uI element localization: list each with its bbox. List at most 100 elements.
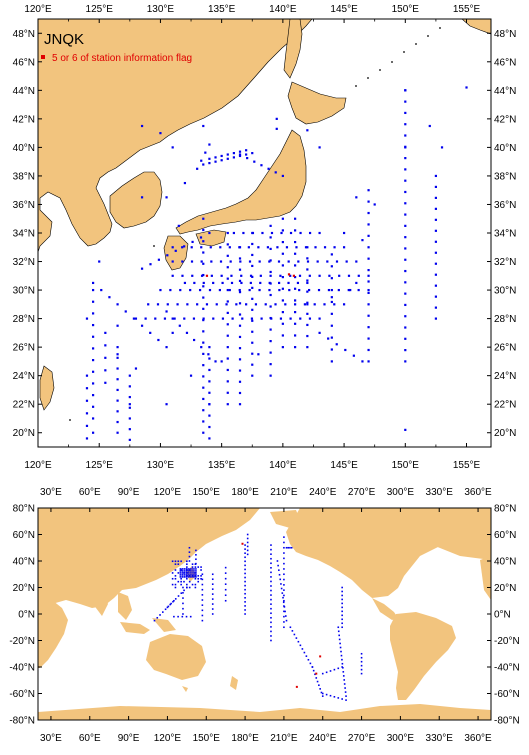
global-station-marker [187, 574, 189, 576]
station-marker [282, 323, 284, 325]
global-station-marker [319, 655, 321, 657]
global-station-marker [189, 560, 191, 562]
station-marker [294, 311, 296, 313]
global-station-marker [292, 630, 294, 632]
station-marker [404, 338, 406, 340]
station-marker [227, 255, 229, 257]
station-marker [435, 274, 437, 276]
global-station-marker [244, 613, 246, 615]
station-marker [353, 355, 355, 357]
station-marker [367, 289, 369, 291]
station-marker [202, 296, 204, 298]
station-marker [299, 232, 301, 234]
global-station-marker [183, 568, 185, 570]
global-y-tick-label-left: -80°N [9, 716, 35, 727]
y-tick-label-right: 42°N [494, 114, 516, 125]
station-marker [253, 161, 255, 163]
station-marker [306, 282, 308, 284]
station-marker [404, 112, 406, 114]
global-y-tick-label-left: -60°N [9, 689, 35, 700]
x-tick-label-bottom: 120°E [24, 460, 52, 471]
station-marker [202, 251, 204, 253]
global-station-marker [172, 560, 174, 562]
station-marker [92, 359, 94, 361]
station-marker [294, 253, 296, 255]
station-marker [92, 324, 94, 326]
global-station-marker [334, 696, 336, 698]
global-station-marker [175, 587, 177, 589]
station-marker [141, 196, 143, 198]
global-station-marker [182, 597, 184, 599]
station-marker [202, 163, 204, 165]
global-station-marker [341, 599, 343, 601]
station-marker [202, 125, 204, 127]
global-x-tick-label-bottom: 150°E [193, 733, 221, 744]
station-marker [404, 304, 406, 306]
global-y-tick-label-right: -40°N [494, 663, 520, 674]
station-marker [208, 162, 210, 164]
station-marker [86, 318, 88, 320]
station-marker [404, 281, 406, 283]
x-tick-label-top: 120°E [24, 4, 52, 15]
global-station-marker [244, 581, 246, 583]
station-marker [298, 289, 300, 291]
station-marker [203, 282, 205, 284]
y-tick-label-right: 44°N [494, 86, 516, 97]
global-station-marker [279, 574, 281, 576]
station-marker [202, 342, 204, 344]
global-x-tick-label-bottom: 120°E [154, 733, 182, 744]
station-marker [255, 303, 257, 305]
station-marker [239, 257, 241, 259]
station-marker [344, 349, 346, 351]
station-marker [233, 152, 235, 154]
global-station-marker [322, 673, 324, 675]
station-marker [208, 158, 210, 160]
global-station-marker [340, 647, 342, 649]
station-marker [190, 375, 192, 377]
global-station-marker [282, 592, 284, 594]
station-marker [164, 318, 166, 320]
global-station-marker [244, 577, 246, 579]
global-station-marker [344, 683, 346, 685]
global-y-tick-label-left: 60°N [13, 530, 35, 541]
global-station-marker [338, 635, 340, 637]
global-station-marker [286, 620, 288, 622]
station-marker [141, 325, 143, 327]
station-marker [288, 260, 290, 262]
global-station-marker [306, 655, 308, 657]
station-marker [116, 421, 118, 423]
station-marker [435, 285, 437, 287]
station-marker [149, 263, 151, 265]
global-station-marker [341, 607, 343, 609]
station-marker [116, 357, 118, 359]
global-station-marker [189, 576, 191, 578]
station-marker [202, 218, 204, 220]
station-marker [331, 301, 333, 303]
global-station-marker [337, 697, 339, 699]
global-station-marker [180, 568, 182, 570]
station-marker [214, 360, 216, 362]
station-marker [86, 437, 88, 439]
station-marker [157, 339, 159, 341]
y-tick-label-right: 32°N [494, 257, 516, 268]
station-marker [338, 289, 340, 291]
global-station-marker [193, 572, 195, 574]
x-tick-label-bottom: 155°E [453, 460, 481, 471]
global-station-marker [182, 572, 184, 574]
global-x-tick-label-top: 60°E [79, 487, 101, 498]
global-station-marker [247, 554, 249, 556]
global-station-marker [178, 560, 180, 562]
station-marker [229, 246, 231, 248]
station-marker [222, 318, 224, 320]
global-station-marker [189, 587, 191, 589]
global-station-marker [317, 681, 319, 683]
station-marker [282, 264, 284, 266]
station-marker [208, 346, 210, 348]
station-marker [86, 375, 88, 377]
station-marker [404, 146, 406, 148]
global-map: 30°E30°E60°E60°E90°E90°E120°E120°E150°E1… [9, 487, 519, 744]
station-marker [361, 239, 363, 241]
station-marker [343, 232, 345, 234]
station-marker [270, 294, 272, 296]
global-station-marker [187, 568, 189, 570]
